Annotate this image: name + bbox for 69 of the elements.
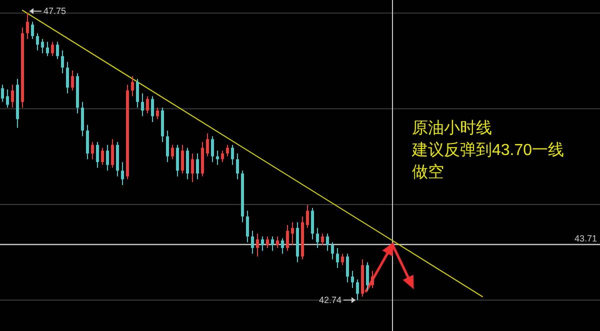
annotation: 做空	[412, 163, 444, 181]
candlestick	[121, 162, 124, 186]
candlestick	[196, 152, 199, 180]
candlestick	[371, 270, 374, 289]
candlestick	[151, 96, 154, 122]
candlestick	[31, 21, 34, 40]
candlestick	[1, 84, 4, 102]
candlestick	[26, 12, 29, 40]
candlestick	[191, 152, 194, 183]
candlestick	[211, 136, 214, 163]
candlestick	[101, 147, 104, 166]
candlestick	[71, 70, 74, 91]
candlestick	[186, 147, 189, 180]
candlestick	[366, 262, 369, 292]
candlestick	[246, 210, 249, 243]
candlestick	[131, 76, 134, 97]
candlestick	[106, 144, 109, 172]
candlestick	[66, 61, 69, 94]
candlestick	[156, 107, 159, 120]
candlestick	[91, 142, 94, 160]
candlestick	[141, 92, 144, 117]
candlestick	[291, 222, 294, 246]
candlestick	[351, 270, 354, 289]
candlestick	[56, 41, 59, 60]
candlestick	[356, 278, 359, 301]
candlestick	[146, 96, 149, 114]
candlestick	[331, 242, 334, 260]
annotation: 42.74	[318, 295, 342, 306]
candlestick	[61, 50, 64, 74]
candlestick	[206, 132, 209, 157]
candlestick	[341, 253, 344, 266]
candlestick	[221, 150, 224, 163]
candlestick	[256, 233, 259, 258]
candlestick	[171, 144, 174, 160]
candlestick	[271, 236, 274, 252]
candlestick	[36, 32, 39, 51]
annotation: 原油小时线	[412, 119, 492, 137]
candlestick	[166, 130, 169, 163]
annotation: 建议反弹到43.70一线	[411, 141, 564, 159]
candlestick	[316, 227, 319, 248]
candlestick	[111, 138, 114, 168]
candlestick	[281, 238, 284, 254]
candlestick	[136, 78, 139, 108]
annotation: 47.75	[44, 6, 66, 16]
candlestick	[321, 233, 324, 246]
candlestick	[336, 247, 339, 269]
candlestick	[11, 84, 14, 108]
candlestick	[311, 207, 314, 240]
ref-line-label: 43.71	[574, 234, 597, 244]
candlestick	[326, 233, 329, 252]
candlestick	[286, 224, 289, 252]
candlestick	[181, 144, 184, 174]
candlestick	[81, 101, 84, 137]
candlestick	[86, 124, 89, 160]
candlestick	[176, 144, 179, 177]
candlestick	[226, 144, 229, 157]
candlestick	[306, 204, 309, 228]
candlestick	[96, 142, 99, 168]
candlestick	[51, 41, 54, 57]
candlestick	[261, 236, 264, 252]
candlestick	[276, 236, 279, 248]
candlestick	[346, 253, 349, 283]
candlestick	[41, 38, 44, 54]
candlestick	[231, 144, 234, 166]
candlestick	[266, 236, 269, 248]
candlestick	[236, 152, 239, 180]
candlestick	[251, 230, 254, 254]
candlestick	[46, 41, 49, 57]
candlestick	[6, 88, 9, 108]
